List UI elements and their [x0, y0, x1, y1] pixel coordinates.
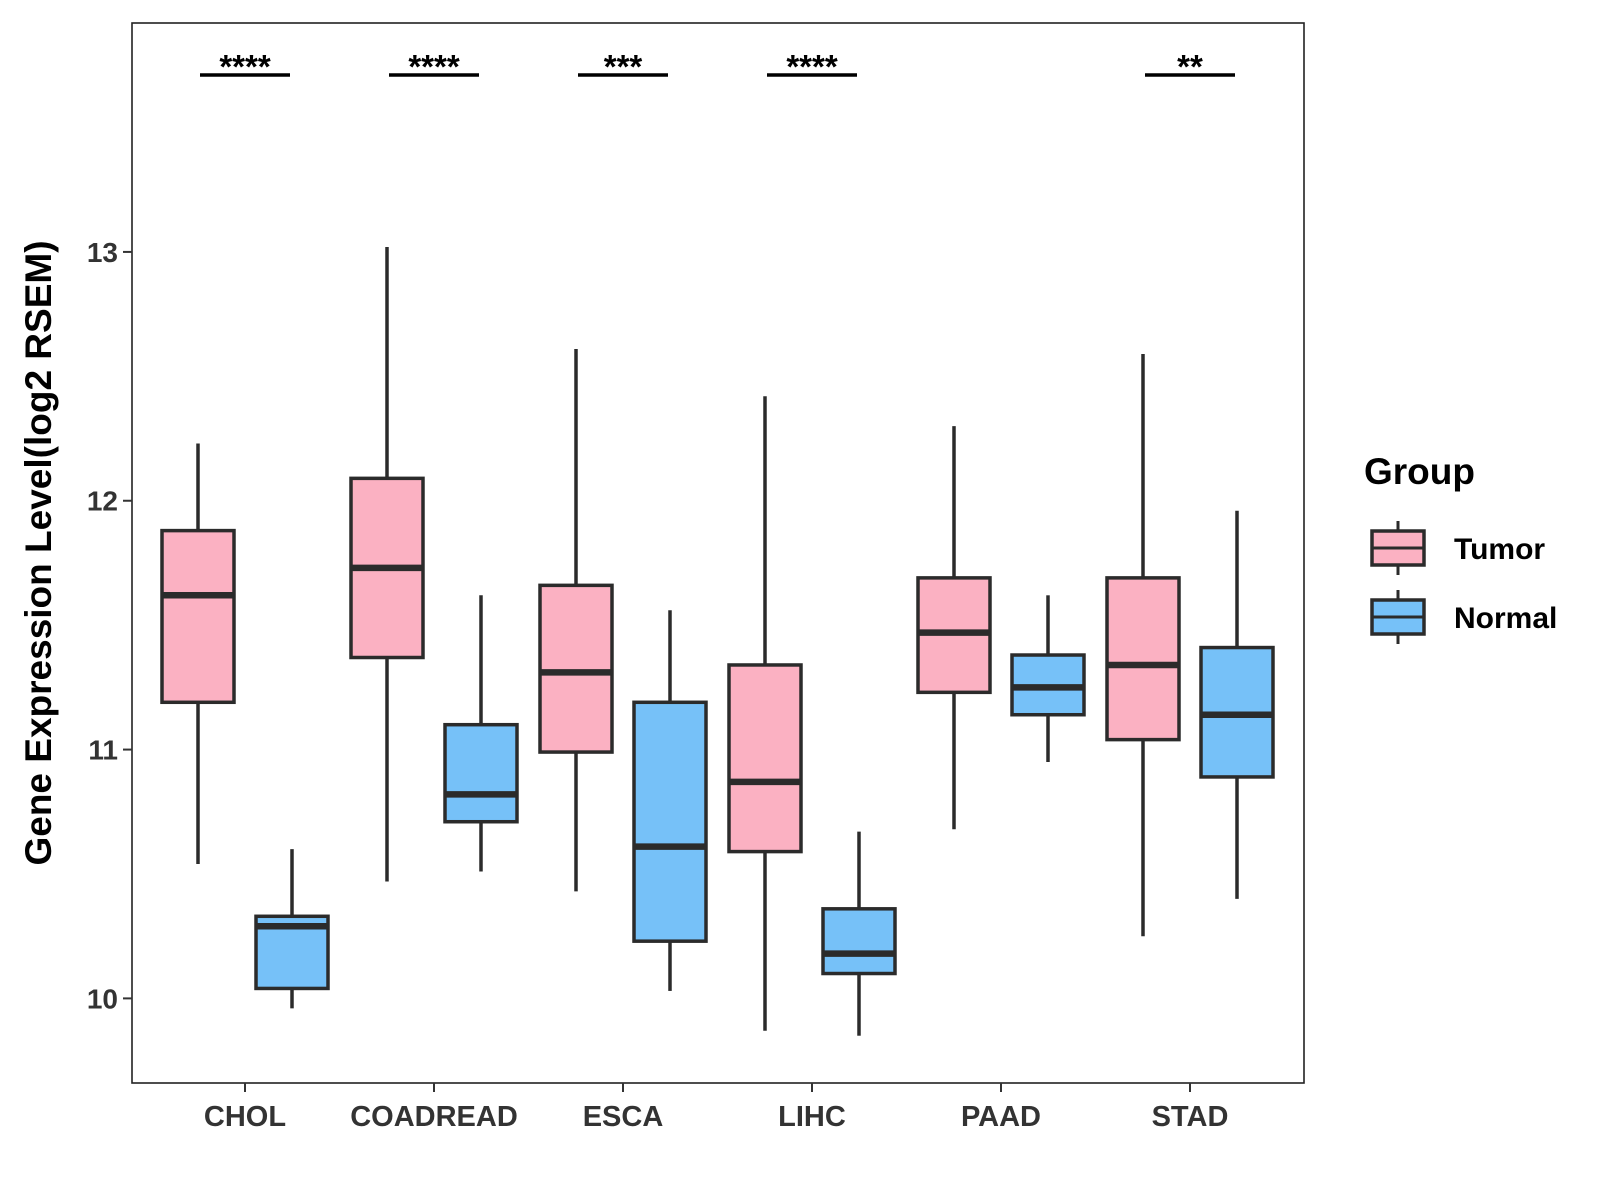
significance-label: ** [1177, 48, 1203, 85]
x-axis-tick-label: ESCA [583, 1101, 664, 1133]
box-normal-lihc-box [821, 907, 897, 976]
x-axis-tick-label: STAD [1152, 1101, 1229, 1133]
box-tumor-stad-box [1105, 576, 1181, 742]
x-axis-tick-label: PAAD [961, 1101, 1041, 1133]
box-normal-coadread-box [443, 722, 519, 824]
x-axis-tick-label: CHOL [204, 1101, 286, 1133]
significance-label: *** [604, 48, 643, 85]
x-axis-tick-label: COADREAD [350, 1101, 518, 1133]
box-tumor-lihc-box [727, 663, 803, 854]
legend-title: Group [1364, 451, 1475, 492]
legend-label-normal: Normal [1454, 602, 1557, 635]
y-axis-tick-label: 12 [87, 486, 118, 517]
y-axis-tick-label: 13 [87, 237, 118, 268]
y-axis-tick-label: 11 [88, 735, 118, 766]
y-axis-tick-label: 10 [87, 983, 118, 1014]
box-tumor-esca-box [538, 583, 614, 754]
x-axis-tick-label: LIHC [778, 1101, 846, 1133]
y-axis-title: Gene Expression Level(log2 RSEM) [18, 240, 59, 865]
legend-label-tumor: Tumor [1454, 533, 1545, 566]
plot-panel-border [131, 22, 1305, 1084]
significance-label: **** [219, 48, 271, 85]
box-normal-esca-box [632, 700, 708, 943]
box-tumor-chol-box [160, 528, 236, 705]
significance-label: **** [786, 48, 838, 85]
significance-label: **** [408, 48, 460, 85]
legend: Group Tumor Normal [1364, 451, 1557, 644]
